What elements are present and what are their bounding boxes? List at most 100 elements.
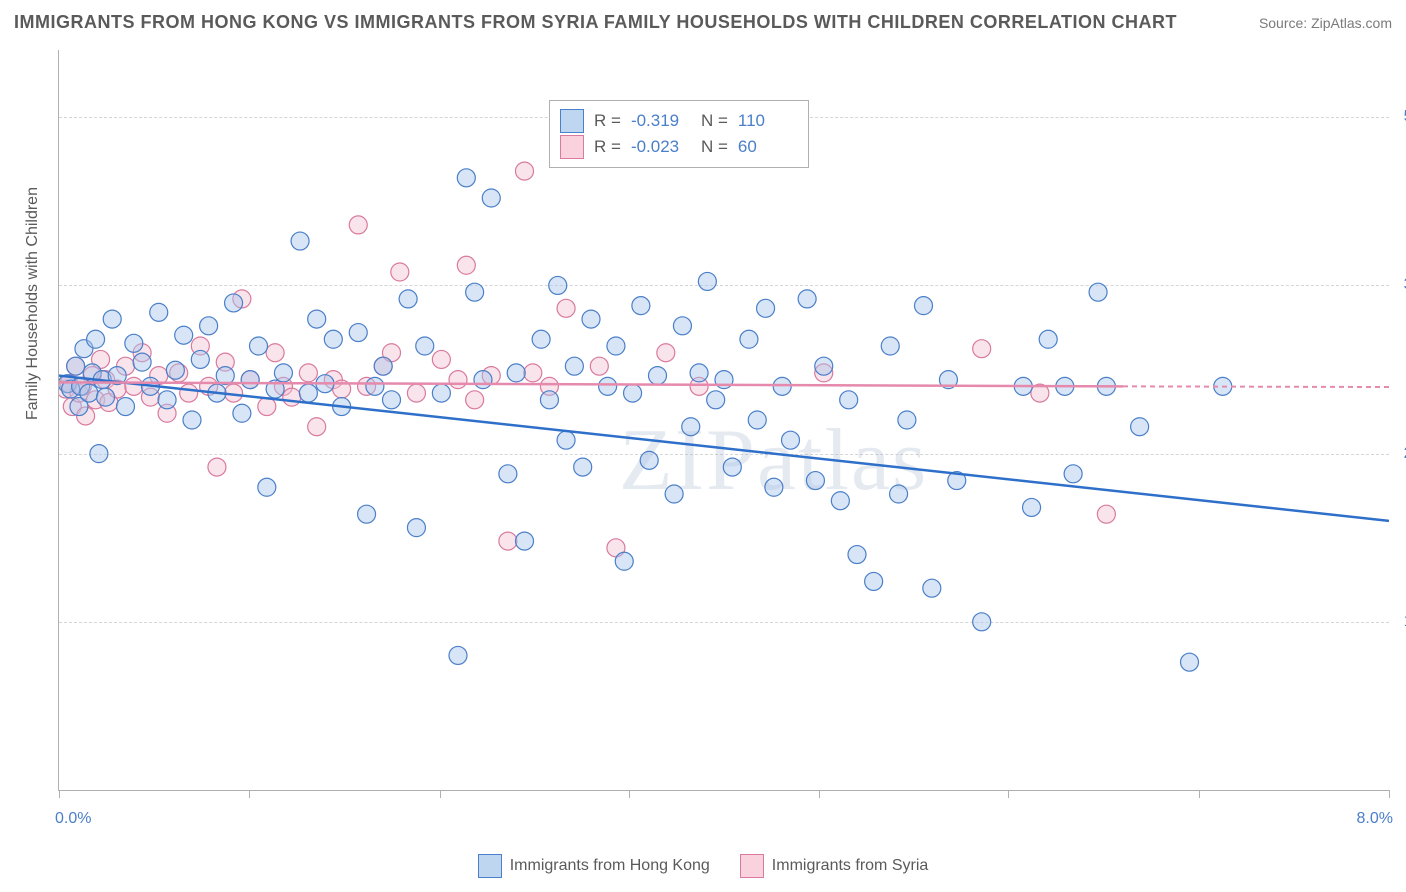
swatch-blue-icon [560, 109, 584, 133]
data-point-blue [1023, 498, 1041, 516]
data-point-blue [466, 283, 484, 301]
data-point-blue [565, 357, 583, 375]
correlation-legend-box: R = -0.319 N = 110 R = -0.023 N = 60 [549, 100, 809, 168]
data-point-pink [407, 384, 425, 402]
data-point-pink [557, 299, 575, 317]
data-point-pink [973, 340, 991, 358]
data-point-blue [158, 391, 176, 409]
data-point-blue [117, 398, 135, 416]
x-tick [59, 790, 60, 798]
data-point-blue [540, 391, 558, 409]
series-legend: Immigrants from Hong Kong Immigrants fro… [0, 854, 1406, 878]
data-point-blue [80, 384, 98, 402]
data-point-pink [1097, 505, 1115, 523]
data-point-blue [599, 377, 617, 395]
data-point-blue [233, 404, 251, 422]
legend-row-blue: R = -0.319 N = 110 [560, 109, 798, 133]
x-axis-min-label: 0.0% [55, 810, 91, 828]
data-point-pink [524, 364, 542, 382]
legend-row-pink: R = -0.023 N = 60 [560, 135, 798, 159]
data-point-blue [125, 334, 143, 352]
swatch-blue-icon [478, 854, 502, 878]
y-tick-label: 50.0% [1394, 108, 1406, 126]
legend-label-syria: Immigrants from Syria [772, 857, 928, 875]
y-tick-label: 37.5% [1394, 276, 1406, 294]
data-point-blue [200, 317, 218, 335]
data-point-blue [133, 353, 151, 371]
data-point-blue [87, 330, 105, 348]
data-point-blue [399, 290, 417, 308]
n-label: N = [701, 111, 728, 131]
data-point-blue [865, 572, 883, 590]
x-axis-max-label: 8.0% [1357, 810, 1393, 828]
chart-title: IMMIGRANTS FROM HONG KONG VS IMMIGRANTS … [14, 12, 1177, 33]
y-tick-label: 12.5% [1394, 613, 1406, 631]
data-point-pink [657, 344, 675, 362]
data-point-blue [690, 364, 708, 382]
r-label: R = [594, 111, 621, 131]
data-point-blue [432, 384, 450, 402]
data-point-blue [175, 326, 193, 344]
data-point-blue [258, 478, 276, 496]
trend-line-pink-extrapolated [1123, 386, 1389, 387]
data-point-blue [67, 357, 85, 375]
legend-item-hong-kong: Immigrants from Hong Kong [478, 854, 710, 878]
data-point-pink [457, 256, 475, 274]
data-point-blue [782, 431, 800, 449]
data-point-blue [898, 411, 916, 429]
data-point-blue [299, 384, 317, 402]
data-point-blue [366, 377, 384, 395]
data-point-pink [432, 350, 450, 368]
data-point-blue [624, 384, 642, 402]
data-point-blue [607, 337, 625, 355]
data-point-blue [407, 519, 425, 537]
data-point-pink [308, 418, 326, 436]
data-point-blue [1089, 283, 1107, 301]
data-point-pink [125, 377, 143, 395]
data-point-blue [225, 294, 243, 312]
data-point-blue [582, 310, 600, 328]
swatch-pink-icon [560, 135, 584, 159]
data-point-blue [507, 364, 525, 382]
n-value-blue: 110 [738, 111, 798, 131]
chart-header: IMMIGRANTS FROM HONG KONG VS IMMIGRANTS … [14, 12, 1392, 33]
data-point-pink [349, 216, 367, 234]
data-point-blue [815, 357, 833, 375]
plot-area: ZIPatlas R = -0.319 N = 110 R = -0.023 N… [58, 50, 1389, 791]
x-tick [1008, 790, 1009, 798]
data-point-blue [890, 485, 908, 503]
data-point-blue [1181, 653, 1199, 671]
chart-source: Source: ZipAtlas.com [1259, 15, 1392, 31]
n-value-pink: 60 [738, 137, 798, 157]
data-point-blue [723, 458, 741, 476]
data-point-blue [632, 297, 650, 315]
data-point-blue [649, 367, 667, 385]
x-tick [819, 790, 820, 798]
y-axis-label: Family Households with Children [24, 187, 42, 420]
data-point-blue [640, 451, 658, 469]
data-point-pink [466, 391, 484, 409]
r-label: R = [594, 137, 621, 157]
data-point-blue [765, 478, 783, 496]
x-tick [1199, 790, 1200, 798]
data-point-pink [266, 344, 284, 362]
swatch-pink-icon [740, 854, 764, 878]
data-point-pink [208, 458, 226, 476]
data-point-blue [798, 290, 816, 308]
data-point-blue [740, 330, 758, 348]
data-point-blue [698, 272, 716, 290]
data-point-blue [1039, 330, 1057, 348]
data-point-blue [383, 391, 401, 409]
data-point-blue [103, 310, 121, 328]
y-tick-label: 25.0% [1394, 445, 1406, 463]
data-point-blue [166, 361, 184, 379]
data-point-blue [1131, 418, 1149, 436]
data-point-blue [150, 303, 168, 321]
data-point-blue [191, 350, 209, 368]
data-point-blue [457, 169, 475, 187]
data-point-blue [831, 492, 849, 510]
data-point-blue [183, 411, 201, 429]
data-point-blue [557, 431, 575, 449]
data-point-blue [1064, 465, 1082, 483]
data-point-blue [474, 371, 492, 389]
